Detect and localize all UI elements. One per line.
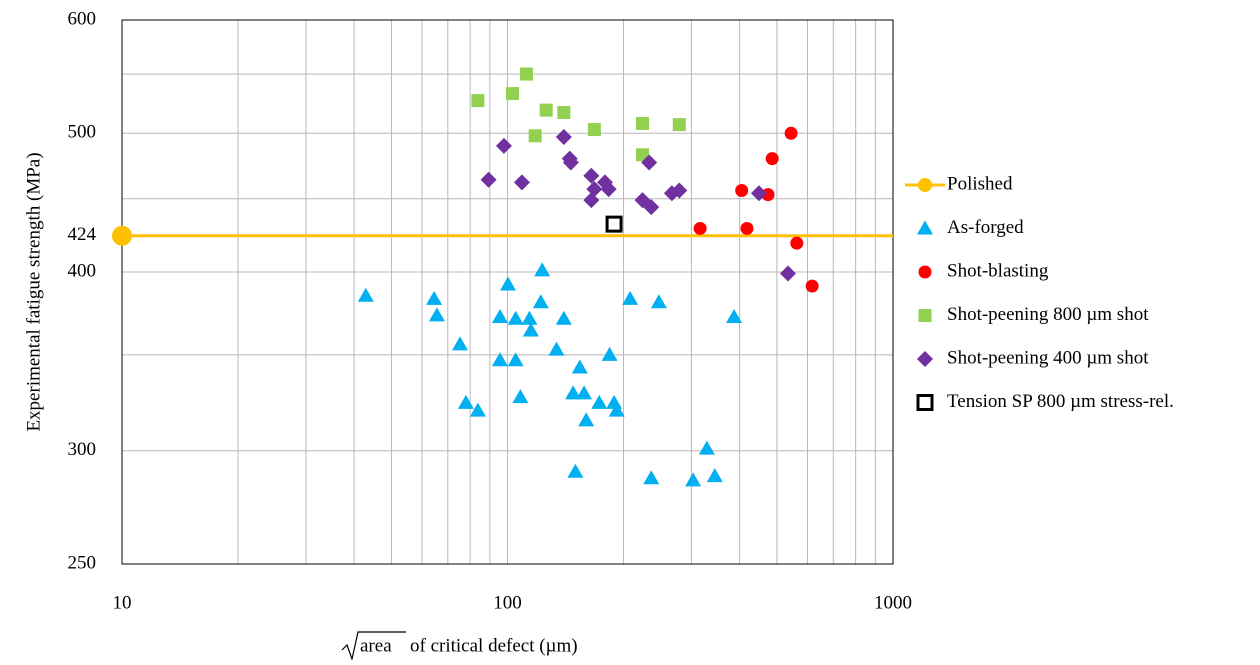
y-tick-label: 600 [68, 8, 97, 29]
y-tick-label: 300 [68, 439, 97, 460]
legend-marker [917, 220, 933, 235]
point [643, 199, 660, 216]
legend-marker [918, 265, 932, 279]
point [557, 106, 571, 120]
point [452, 336, 469, 351]
point [605, 215, 623, 233]
point [606, 394, 623, 409]
point [519, 67, 533, 81]
legend-marker [916, 394, 934, 411]
point [521, 310, 538, 325]
point [457, 394, 474, 409]
point [784, 126, 798, 140]
x-tick-label: 1000 [874, 592, 912, 613]
point [650, 294, 667, 309]
point [600, 181, 617, 198]
plot-frame [121, 19, 894, 565]
point [698, 440, 715, 455]
x-tick-label: 10 [113, 592, 132, 613]
point [571, 359, 588, 374]
point [528, 129, 542, 143]
point [555, 310, 572, 325]
point [534, 262, 551, 277]
point [790, 236, 804, 250]
point [735, 184, 749, 198]
legend-label: Shot-peening 800 µm shot [947, 304, 1149, 325]
point [555, 129, 572, 146]
y-tick-label: 250 [68, 552, 97, 573]
legend-label: Shot-peening 400 µm shot [947, 347, 1149, 368]
point [562, 154, 579, 171]
point [532, 294, 549, 309]
point [636, 116, 650, 130]
x-tick-label: 100 [493, 592, 522, 613]
point [491, 352, 508, 367]
point [805, 279, 819, 293]
point [601, 346, 618, 361]
point [591, 394, 608, 409]
x-axis-title-radicand: area [360, 635, 392, 656]
point [706, 468, 723, 483]
point [567, 463, 584, 478]
point [426, 290, 443, 305]
point [357, 287, 374, 302]
legend-marker [917, 351, 933, 367]
point [779, 265, 796, 282]
point [495, 137, 512, 154]
point [587, 123, 601, 137]
point [671, 182, 688, 199]
point [428, 307, 445, 322]
point [608, 402, 625, 417]
legend-label: Polished [947, 173, 1013, 194]
y-tick-label: 500 [68, 122, 97, 143]
point [480, 171, 497, 188]
x-axis-title: of critical defect (µm) [410, 635, 578, 656]
point [578, 412, 595, 427]
point [565, 385, 582, 400]
point [583, 167, 600, 184]
point [583, 192, 600, 209]
point [512, 389, 529, 404]
point [693, 221, 707, 235]
point [539, 103, 553, 117]
y-tick-label: 400 [68, 260, 97, 281]
point [765, 152, 779, 166]
legend-label: Shot-blasting [947, 260, 1049, 281]
point [548, 341, 565, 356]
point [471, 94, 485, 108]
radical-sign [341, 631, 406, 662]
y-tick-label: 424 [68, 224, 97, 245]
point [522, 322, 539, 337]
point [750, 185, 767, 202]
point [685, 472, 702, 487]
point [726, 309, 743, 324]
point [622, 290, 639, 305]
point [491, 309, 508, 324]
point [505, 87, 519, 101]
point [576, 385, 593, 400]
point [112, 225, 132, 246]
point [740, 221, 754, 235]
point [500, 276, 517, 291]
legend-marker [918, 309, 932, 322]
point [641, 154, 658, 171]
point [672, 118, 686, 132]
point [507, 352, 524, 367]
point [513, 174, 530, 191]
legend-label: Tension SP 800 µm stress-rel. [947, 391, 1174, 412]
point [643, 470, 660, 485]
legend-marker [918, 178, 932, 192]
legend-label: As-forged [947, 217, 1024, 238]
point [507, 310, 524, 325]
y-axis-title: Experimental fatigue strength (MPa) [23, 152, 44, 431]
point [469, 402, 486, 417]
